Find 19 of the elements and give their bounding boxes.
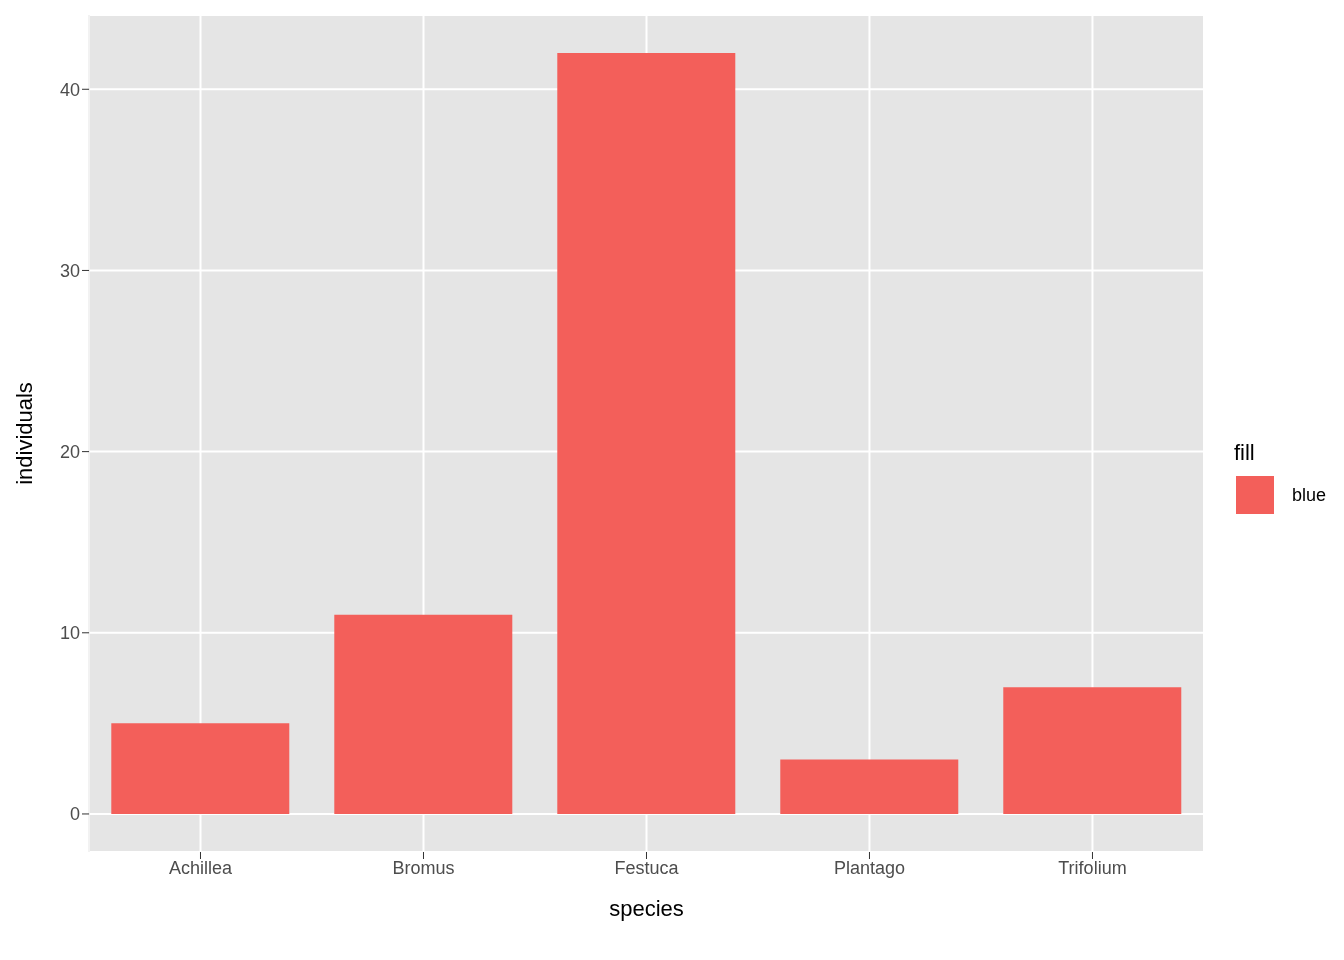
x-tick-label: Achillea: [168, 857, 233, 878]
y-axis-title: individuals: [11, 382, 37, 485]
y-tick-label: 10: [59, 623, 80, 644]
x-tick-label: Trifolium: [1058, 857, 1127, 878]
bar: [111, 723, 290, 814]
x-tick-label: Bromus: [392, 857, 455, 878]
y-tick-label: 40: [59, 79, 80, 100]
bar: [1003, 687, 1182, 814]
legend-label: blue: [1291, 484, 1326, 506]
bar: [557, 53, 736, 814]
bar: [780, 759, 959, 814]
y-tick-label: 30: [59, 260, 80, 281]
legend-title: fill: [1233, 440, 1256, 466]
x-tick-label: Plantago: [833, 857, 906, 878]
y-tick-label: 20: [59, 442, 80, 463]
bar: [334, 614, 513, 814]
x-axis-title: species: [609, 896, 684, 921]
x-tick-label: Festuca: [614, 857, 680, 878]
y-tick-label: 0: [69, 804, 80, 825]
